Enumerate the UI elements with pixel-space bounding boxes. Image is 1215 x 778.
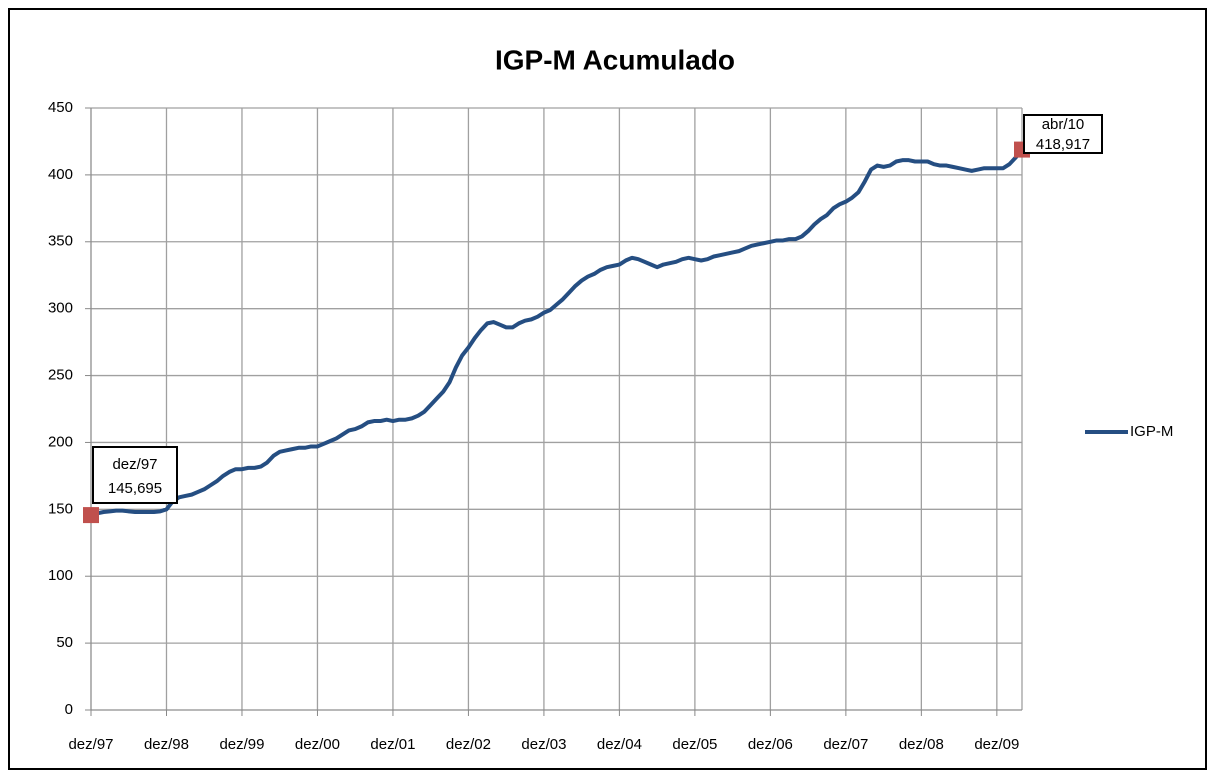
x-tick-label: dez/03 (521, 736, 566, 753)
data-line (90, 148, 1024, 518)
y-tick-label: 350 (48, 233, 73, 250)
x-tick-label: dez/98 (144, 736, 189, 753)
x-tick-label: dez/00 (295, 736, 340, 753)
highlight-marker (83, 507, 99, 524)
annotation-category: dez/97 (112, 456, 157, 473)
annotation-value: 145,695 (108, 480, 162, 497)
annotation-box (92, 446, 178, 504)
y-tick-label: 0 (65, 701, 73, 718)
x-tick-label: dez/04 (597, 736, 642, 753)
x-tick-label: dez/08 (899, 736, 944, 753)
x-tick-label: dez/07 (823, 736, 868, 753)
y-tick-label: 250 (48, 367, 73, 384)
y-tick-label: 450 (48, 99, 73, 116)
y-tick-label: 300 (48, 300, 73, 317)
y-tick-label: 50 (56, 634, 73, 651)
chart-title: IGP-M Acumulado (495, 44, 735, 75)
x-tick-label: dez/02 (446, 736, 491, 753)
annotation-box (1023, 114, 1103, 154)
x-tick-label: dez/09 (974, 736, 1019, 753)
annotation-value: 418,917 (1036, 136, 1090, 153)
chart-border (8, 8, 1207, 770)
annotation-category: abr/10 (1042, 116, 1085, 133)
x-tick-label: dez/06 (748, 736, 793, 753)
x-tick-label: dez/97 (68, 736, 113, 753)
x-tick-label: dez/01 (370, 736, 415, 753)
x-tick-label: dez/99 (219, 736, 264, 753)
y-tick-label: 150 (48, 500, 73, 517)
y-tick-label: 100 (48, 567, 73, 584)
x-tick-label: dez/05 (672, 736, 717, 753)
legend-label: IGP-M (1130, 423, 1173, 440)
y-tick-label: 200 (48, 433, 73, 450)
y-tick-label: 400 (48, 166, 73, 183)
